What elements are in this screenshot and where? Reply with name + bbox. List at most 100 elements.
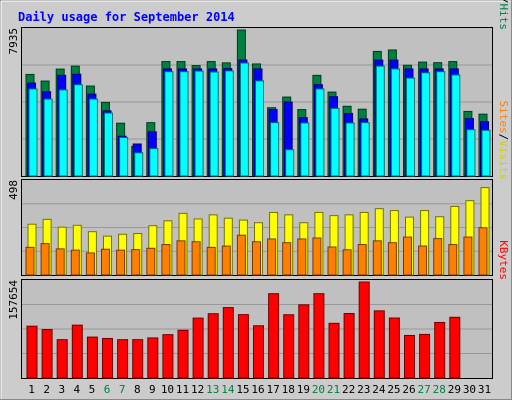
bar-pages-day-22 bbox=[345, 122, 355, 177]
bar-kbytes-day-21 bbox=[328, 322, 340, 379]
day-label-23: 23 bbox=[357, 383, 370, 396]
bar-kbytes-day-28 bbox=[434, 321, 446, 379]
day-label-15: 15 bbox=[236, 383, 249, 396]
bar-kbytes-day-19 bbox=[298, 304, 310, 379]
bar-sites-day-20 bbox=[312, 237, 322, 276]
bar-sites-day-24 bbox=[372, 240, 382, 276]
bar-pages-day-9 bbox=[149, 148, 159, 177]
bar-pages-day-27 bbox=[421, 72, 431, 177]
bar-sites-day-22 bbox=[342, 249, 352, 276]
bar-kbytes-day-27 bbox=[419, 333, 431, 379]
bar-sites-day-31 bbox=[478, 227, 488, 276]
day-label-8: 8 bbox=[134, 383, 141, 396]
day-label-9: 9 bbox=[149, 383, 156, 396]
bar-sites-day-4 bbox=[70, 249, 80, 276]
bar-pages-day-13 bbox=[209, 71, 219, 177]
legend-visits: Visits bbox=[497, 140, 510, 180]
bar-sites-day-10 bbox=[161, 244, 171, 276]
day-label-5: 5 bbox=[89, 383, 96, 396]
day-label-29: 29 bbox=[448, 383, 461, 396]
bar-pages-day-28 bbox=[436, 71, 446, 177]
bar-sites-day-29 bbox=[448, 244, 458, 276]
bar-sites-day-5 bbox=[85, 252, 95, 276]
day-label-20: 20 bbox=[312, 383, 325, 396]
bar-pages-day-6 bbox=[104, 112, 113, 177]
bar-pages-day-15 bbox=[239, 62, 249, 177]
day-label-10: 10 bbox=[161, 383, 174, 396]
bar-kbytes-day-24 bbox=[373, 310, 385, 379]
day-label-21: 21 bbox=[327, 383, 340, 396]
day-label-11: 11 bbox=[176, 383, 189, 396]
bar-kbytes-day-16 bbox=[253, 325, 264, 379]
day-label-12: 12 bbox=[191, 383, 204, 396]
day-label-25: 25 bbox=[387, 383, 400, 396]
bar-sites-day-14 bbox=[221, 245, 231, 276]
day-label-1: 1 bbox=[28, 383, 35, 396]
legend-kbytes: KBytes bbox=[497, 240, 510, 280]
day-label-24: 24 bbox=[372, 383, 386, 396]
legend-hits: Hits bbox=[497, 4, 510, 31]
bar-kbytes-day-5 bbox=[86, 336, 98, 379]
bar-pages-day-25 bbox=[390, 68, 400, 177]
bar-kbytes-day-20 bbox=[313, 293, 325, 379]
bar-marks bbox=[25, 29, 491, 379]
day-label-30: 30 bbox=[463, 383, 476, 396]
bar-kbytes-day-6 bbox=[102, 337, 113, 379]
legend-sep: / bbox=[497, 134, 510, 141]
day-label-17: 17 bbox=[267, 383, 280, 396]
bar-kbytes-day-10 bbox=[162, 334, 174, 379]
day-label-22: 22 bbox=[342, 383, 355, 396]
bar-kbytes-day-1 bbox=[26, 325, 38, 379]
hits-legend: Pages/Files/Hits bbox=[497, 0, 510, 30]
bar-pages-day-24 bbox=[375, 65, 385, 177]
bar-kbytes-day-15 bbox=[237, 314, 249, 379]
bar-pages-day-3 bbox=[58, 89, 68, 177]
bar-pages-day-18 bbox=[285, 149, 295, 177]
bar-pages-day-20 bbox=[315, 88, 325, 177]
day-label-28: 28 bbox=[433, 383, 446, 396]
bar-pages-day-19 bbox=[300, 122, 310, 177]
bar-pages-day-5 bbox=[88, 98, 98, 177]
bar-pages-day-2 bbox=[43, 98, 53, 177]
day-label-16: 16 bbox=[251, 383, 264, 396]
bar-kbytes-day-22 bbox=[343, 313, 355, 379]
day-label-6: 6 bbox=[104, 383, 111, 396]
bar-pages-day-30 bbox=[466, 129, 476, 177]
bar-sites-day-9 bbox=[146, 247, 156, 276]
bar-pages-day-21 bbox=[330, 107, 340, 177]
kbytes-ytick-label: 157654 bbox=[7, 280, 20, 320]
bar-pages-day-26 bbox=[406, 77, 415, 177]
bar-pages-day-14 bbox=[224, 70, 234, 177]
bar-pages-day-8 bbox=[134, 152, 144, 177]
bar-sites-day-18 bbox=[282, 242, 292, 276]
bar-pages-day-11 bbox=[179, 71, 189, 177]
day-label-2: 2 bbox=[43, 383, 50, 396]
bar-sites-day-25 bbox=[387, 242, 397, 276]
bar-sites-day-8 bbox=[131, 249, 141, 276]
bar-sites-day-28 bbox=[433, 238, 443, 276]
legend-sites: Sites bbox=[497, 101, 510, 134]
bar-sites-day-7 bbox=[116, 249, 126, 276]
bar-sites-day-26 bbox=[403, 236, 412, 276]
bar-sites-day-2 bbox=[40, 243, 50, 276]
bar-sites-day-6 bbox=[101, 248, 110, 276]
bar-sites-day-3 bbox=[55, 248, 65, 276]
bar-kbytes-day-18 bbox=[283, 314, 295, 379]
bar-kbytes-day-29 bbox=[449, 316, 461, 379]
bar-pages-day-12 bbox=[194, 70, 204, 177]
day-label-13: 13 bbox=[206, 383, 219, 396]
bar-pages-day-23 bbox=[360, 122, 370, 177]
bar-kbytes-day-17 bbox=[268, 293, 280, 379]
bar-sites-day-23 bbox=[357, 244, 367, 276]
bar-pages-day-7 bbox=[119, 137, 129, 177]
visits-legend: Sites/Visits bbox=[497, 101, 510, 181]
bar-kbytes-day-9 bbox=[147, 337, 159, 379]
bar-pages-day-1 bbox=[28, 88, 38, 177]
bar-sites-day-30 bbox=[463, 236, 473, 276]
bar-pages-day-17 bbox=[270, 122, 280, 177]
bar-kbytes-day-14 bbox=[222, 307, 234, 379]
bar-sites-day-11 bbox=[176, 240, 186, 276]
bar-sites-day-12 bbox=[191, 241, 201, 276]
day-label-19: 19 bbox=[297, 383, 310, 396]
